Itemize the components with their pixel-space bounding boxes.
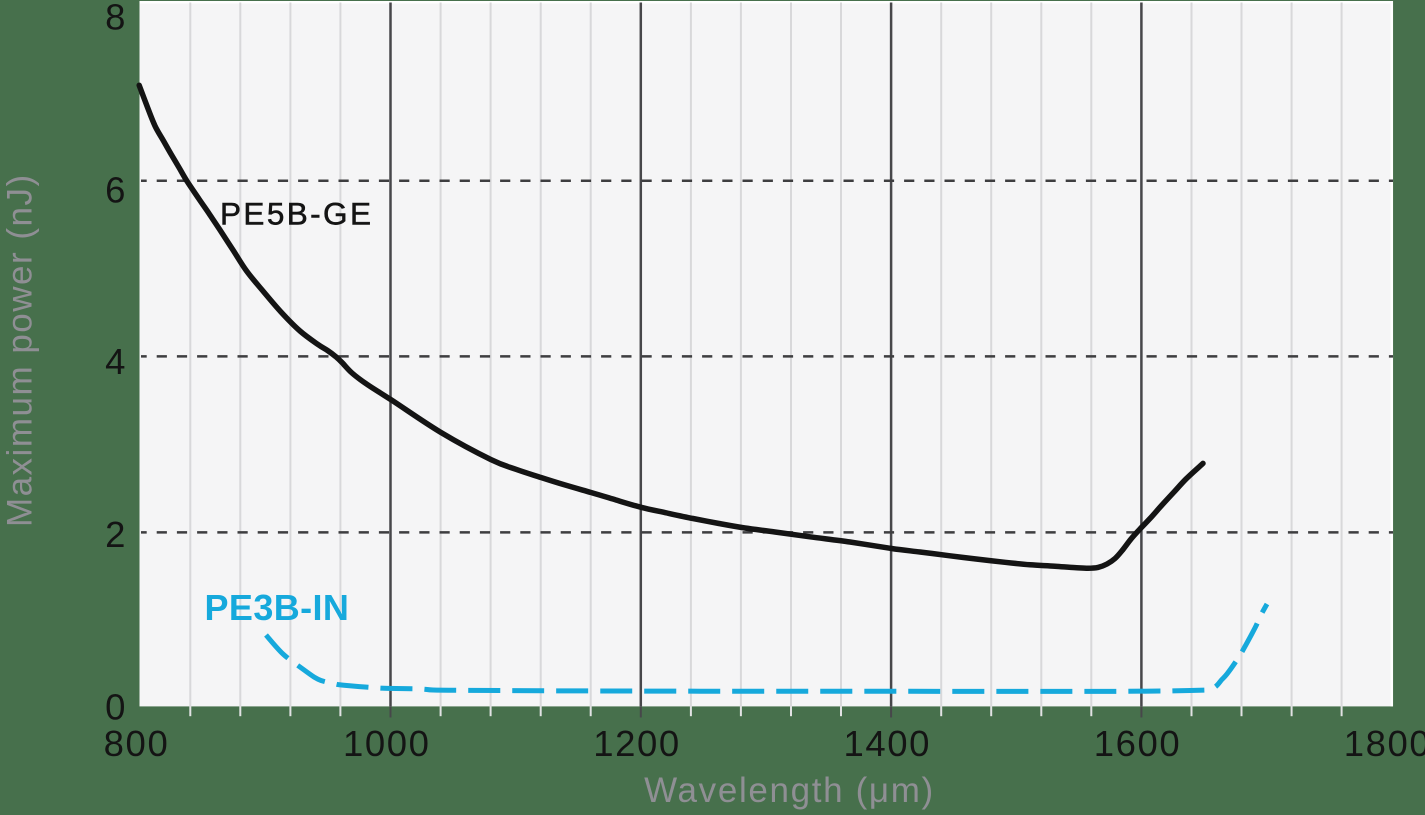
svg-text:Wavelength (μm): Wavelength (μm) (644, 771, 935, 810)
svg-text:PE5B-GE: PE5B-GE (220, 195, 373, 231)
svg-text:0: 0 (105, 686, 125, 727)
svg-text:6: 6 (105, 169, 125, 210)
svg-text:1600: 1600 (1094, 723, 1182, 764)
svg-text:2: 2 (105, 514, 125, 555)
svg-text:8: 8 (105, 0, 125, 38)
svg-text:800: 800 (104, 723, 170, 764)
svg-text:Maximum power (nJ): Maximum power (nJ) (1, 173, 40, 527)
svg-text:4: 4 (105, 341, 125, 382)
svg-text:PE3B-IN: PE3B-IN (205, 587, 350, 628)
svg-text:1800: 1800 (1344, 723, 1425, 764)
svg-text:1200: 1200 (593, 723, 681, 764)
svg-text:1400: 1400 (843, 723, 931, 764)
svg-text:1000: 1000 (343, 723, 431, 764)
